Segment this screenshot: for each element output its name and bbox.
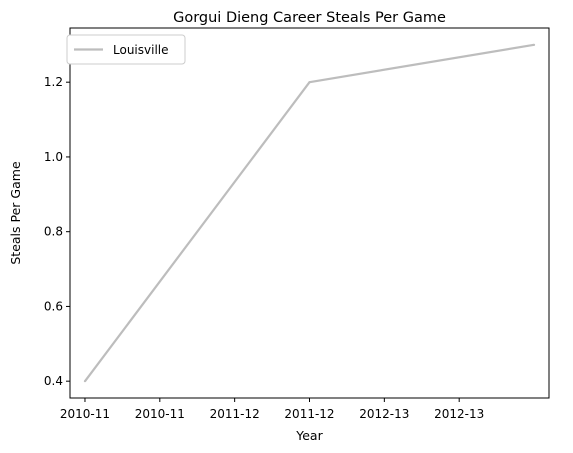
x-tick-label: 2011-12 xyxy=(210,407,260,421)
y-tick-label: 1.0 xyxy=(44,150,63,164)
legend-box xyxy=(66,34,186,65)
x-tick-label: 2011-12 xyxy=(284,407,334,421)
plot-area xyxy=(69,27,550,399)
y-axis: 0.4 0.6 0.8 1.0 1.2 xyxy=(44,75,70,388)
chart-title: Gorgui Dieng Career Steals Per Game xyxy=(173,10,446,26)
y-tick-label: 0.8 xyxy=(44,225,63,239)
x-axis: 2010-11 2010-11 2011-12 2011-12 2012-13 2012-… xyxy=(60,398,484,421)
data-point xyxy=(308,81,311,84)
legend-label-louisville: Louisville xyxy=(113,43,169,57)
y-tick-label: 0.4 xyxy=(44,374,63,388)
y-tick-label: 0.6 xyxy=(44,299,63,313)
y-axis-label: Steals Per Game xyxy=(8,161,23,265)
series-layer xyxy=(83,43,536,383)
x-tick-label: 2010-11 xyxy=(135,407,185,421)
data-point xyxy=(83,380,87,383)
data-point xyxy=(532,43,536,46)
x-tick-label: 2010-11 xyxy=(60,407,110,421)
x-axis-label: Year xyxy=(295,428,323,443)
legend: Louisville xyxy=(66,34,186,65)
x-tick-label: 2012-13 xyxy=(359,407,409,421)
x-tick-label: 2012-13 xyxy=(434,407,484,421)
y-tick-label: 1.2 xyxy=(44,75,63,89)
